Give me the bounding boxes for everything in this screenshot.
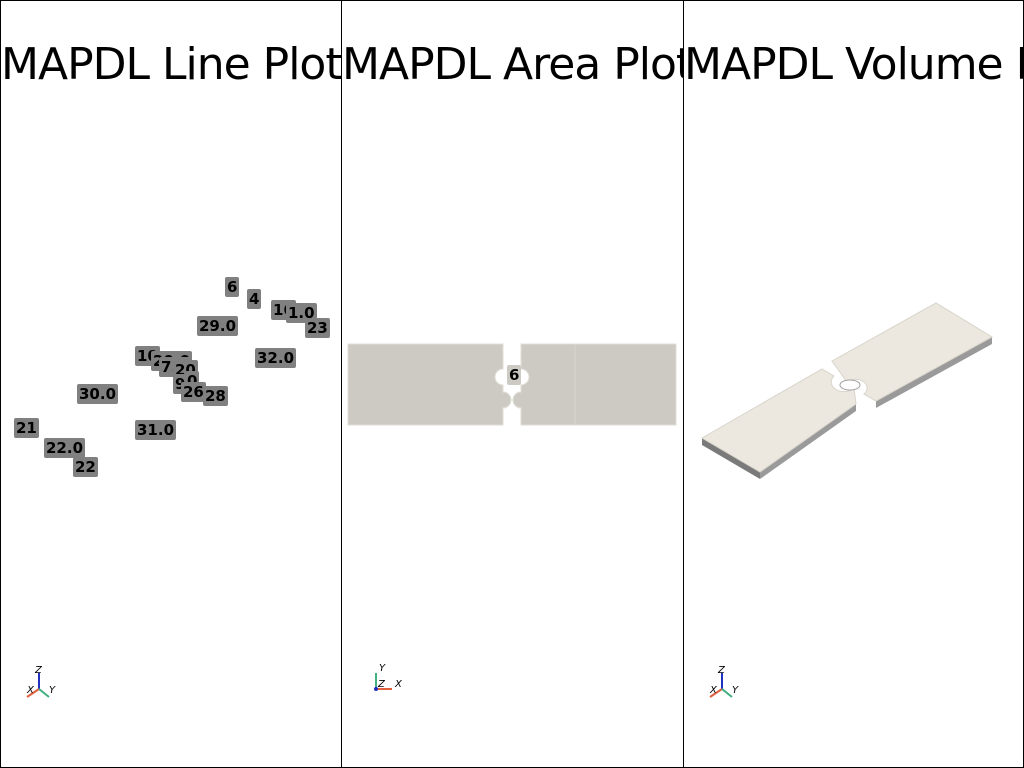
axis-label-vertical: Z [34, 665, 43, 676]
line-label: 22.0 [44, 438, 86, 458]
area-label: 6 [507, 365, 522, 385]
line-plot-title: MAPDL Line Plot [1, 39, 342, 90]
x-axis-line [26, 688, 40, 698]
axis-label-right: X [394, 679, 403, 690]
axes-triad: Z X Y [26, 665, 56, 698]
axis-label-left: Z [377, 679, 386, 690]
left-block-side-right [760, 404, 856, 479]
hole [839, 379, 861, 391]
axis-label-right: Y [732, 685, 739, 696]
z-axis-dot [374, 687, 378, 691]
volume-geometry [701, 302, 993, 479]
line-label: 6 [225, 277, 240, 297]
area-plate-shape [347, 343, 677, 426]
y-axis-line [38, 688, 50, 698]
volume-plot-title: MAPDL Volume Plot [684, 39, 1023, 90]
line-label: 22 [73, 457, 98, 477]
line-label: 28 [203, 386, 228, 406]
line-label: 32.0 [255, 348, 297, 368]
x-axis-line [709, 688, 723, 698]
area-plot-pane[interactable]: MAPDL Area Plot 6 Y Z X [341, 0, 684, 768]
axes-triad: Z X Y [709, 665, 739, 698]
line-plot-pane[interactable]: MAPDL Line Plot 64161.02329.032.01020.07… [0, 0, 342, 768]
line-label: 4 [247, 289, 262, 309]
axis-label-vertical: Z [717, 665, 726, 676]
y-axis-line [721, 688, 733, 698]
line-label: 21 [14, 418, 39, 438]
area-plot-title: MAPDL Area Plot [342, 39, 684, 90]
line-label: 29.0 [197, 316, 239, 336]
right-block-side-right [876, 337, 992, 408]
line-label: 31.0 [135, 420, 177, 440]
axis-label-right: Y [49, 685, 56, 696]
line-label: 30.0 [77, 384, 119, 404]
axis-label-vertical: Y [379, 663, 386, 674]
axes-triad: Y Z X [374, 663, 403, 691]
axis-label-left: X [26, 685, 35, 696]
line-label: 23 [305, 318, 330, 338]
volume-plot-pane[interactable]: MAPDL Volume Plot Z X Y [683, 0, 1024, 768]
axis-label-left: X [709, 685, 718, 696]
line-label: 26 [181, 382, 206, 402]
left-block-side-front [702, 438, 760, 479]
area-geometry [347, 343, 677, 426]
